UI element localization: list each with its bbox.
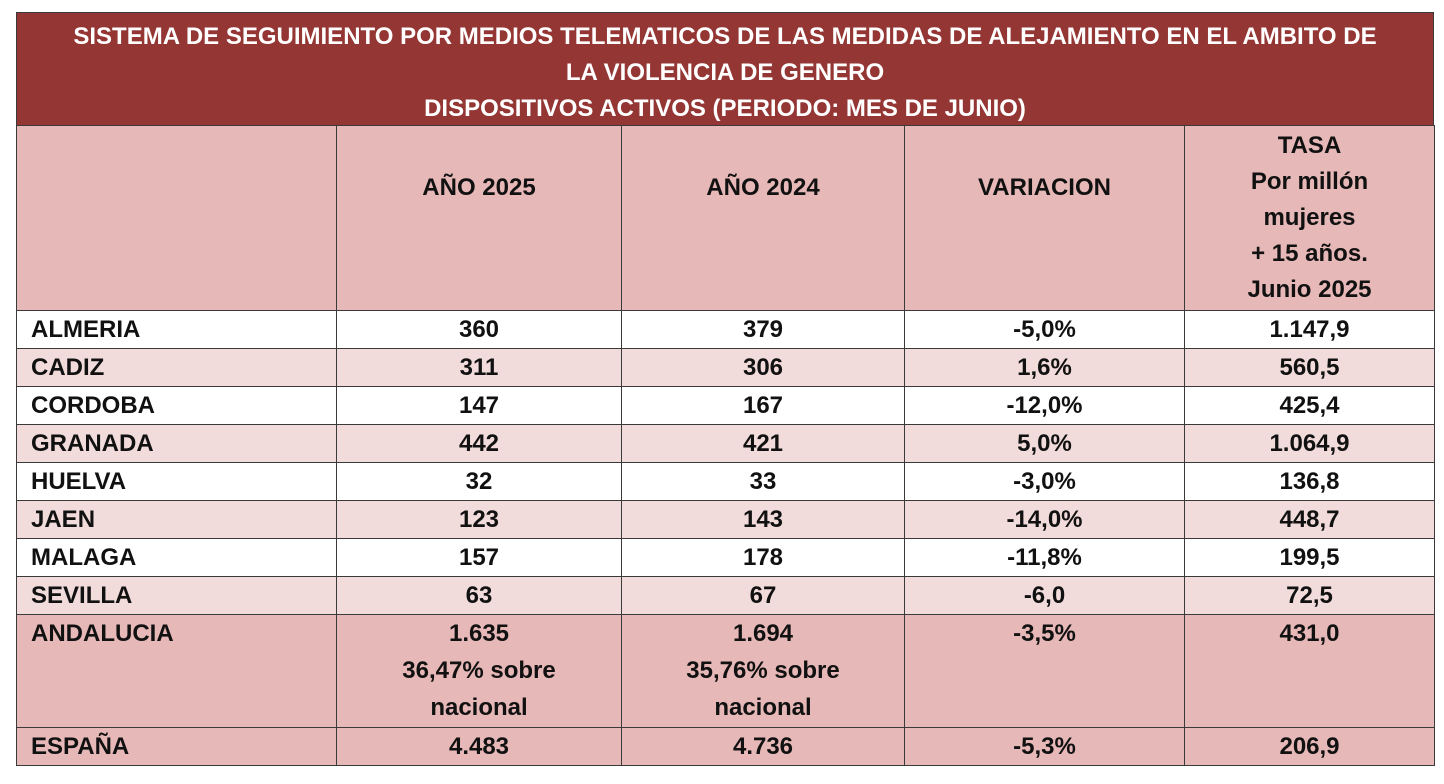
province-name: SEVILLA — [16, 576, 337, 615]
table-row: SEVILLA 63 67 -6,0 72,5 — [16, 576, 1435, 615]
andalucia-2024-share-suffix: nacional — [714, 694, 812, 721]
province-name: ALMERIA — [16, 310, 337, 349]
espana-variacion: -5,3% — [904, 727, 1185, 766]
province-name: CORDOBA — [16, 386, 337, 425]
table-row: MALAGA 157 178 -11,8% 199,5 — [16, 538, 1435, 577]
table-row: CADIZ 311 306 1,6% 560,5 — [16, 348, 1435, 387]
value-2024: 178 — [621, 538, 905, 577]
value-variacion: -3,0% — [904, 462, 1185, 501]
value-2025: 157 — [336, 538, 622, 577]
value-2024: 67 — [621, 576, 905, 615]
andalucia-variacion: -3,5% — [904, 614, 1185, 728]
province-name: CADIZ — [16, 348, 337, 387]
value-variacion: -12,0% — [904, 386, 1185, 425]
header-tasa: TASA Por millón mujeres + 15 años. Junio… — [1184, 125, 1435, 311]
province-name: HUELVA — [16, 462, 337, 501]
tasa-line: TASA — [1277, 132, 1342, 159]
value-2024: 33 — [621, 462, 905, 501]
espana-row: ESPAÑA 4.483 4.736 -5,3% 206,9 — [16, 727, 1435, 766]
value-tasa: 1.064,9 — [1184, 424, 1435, 463]
devices-table: AÑO 2025 AÑO 2024 VARIACION TASA Por mil… — [16, 125, 1435, 766]
header-variacion: VARIACION — [904, 125, 1185, 311]
andalucia-2024-share: 35,76% sobre — [686, 657, 840, 684]
value-2024: 306 — [621, 348, 905, 387]
header-2024: AÑO 2024 — [621, 125, 905, 311]
value-tasa: 448,7 — [1184, 500, 1435, 539]
province-name: MALAGA — [16, 538, 337, 577]
province-name: GRANADA — [16, 424, 337, 463]
value-2025: 311 — [336, 348, 622, 387]
table-row: JAEN 123 143 -14,0% 448,7 — [16, 500, 1435, 539]
value-variacion: -6,0 — [904, 576, 1185, 615]
title-line-2: LA VIOLENCIA DE GENERO — [565, 59, 885, 86]
value-2025: 147 — [336, 386, 622, 425]
value-variacion: 5,0% — [904, 424, 1185, 463]
value-2025: 123 — [336, 500, 622, 539]
report-title: SISTEMA DE SEGUIMIENTO POR MEDIOS TELEMA… — [16, 12, 1434, 125]
espana-2024: 4.736 — [621, 727, 905, 766]
table-row: GRANADA 442 421 5,0% 1.064,9 — [16, 424, 1435, 463]
value-variacion: -14,0% — [904, 500, 1185, 539]
table-row: HUELVA 32 33 -3,0% 136,8 — [16, 462, 1435, 501]
title-line-3: DISPOSITIVOS ACTIVOS (PERIODO: MES DE JU… — [424, 95, 1026, 122]
header-province — [16, 125, 337, 311]
value-2025: 442 — [336, 424, 622, 463]
tasa-line: Junio 2025 — [1247, 276, 1372, 303]
andalucia-2025-share: 36,47% sobre — [402, 657, 556, 684]
value-tasa: 72,5 — [1184, 576, 1435, 615]
value-tasa: 1.147,9 — [1184, 310, 1435, 349]
value-tasa: 199,5 — [1184, 538, 1435, 577]
value-2024: 421 — [621, 424, 905, 463]
value-variacion: -5,0% — [904, 310, 1185, 349]
value-tasa: 560,5 — [1184, 348, 1435, 387]
andalucia-row: ANDALUCIA 1.635 36,47% sobre nacional 1.… — [16, 614, 1435, 728]
andalucia-2024-value: 1.694 — [732, 620, 794, 647]
province-name: JAEN — [16, 500, 337, 539]
value-2025: 63 — [336, 576, 622, 615]
table-header-row: AÑO 2025 AÑO 2024 VARIACION TASA Por mil… — [16, 125, 1435, 311]
andalucia-2024: 1.694 35,76% sobre nacional — [621, 614, 905, 728]
espana-2025: 4.483 — [336, 727, 622, 766]
value-variacion: -11,8% — [904, 538, 1185, 577]
tasa-line: + 15 años. — [1251, 240, 1368, 267]
title-line-1: SISTEMA DE SEGUIMIENTO POR MEDIOS TELEMA… — [73, 23, 1377, 50]
value-2024: 379 — [621, 310, 905, 349]
espana-tasa: 206,9 — [1184, 727, 1435, 766]
value-tasa: 136,8 — [1184, 462, 1435, 501]
andalucia-2025: 1.635 36,47% sobre nacional — [336, 614, 622, 728]
table-row: ALMERIA 360 379 -5,0% 1.147,9 — [16, 310, 1435, 349]
table-row: CORDOBA 147 167 -12,0% 425,4 — [16, 386, 1435, 425]
report-panel: SISTEMA DE SEGUIMIENTO POR MEDIOS TELEMA… — [16, 12, 1435, 766]
value-variacion: 1,6% — [904, 348, 1185, 387]
value-2024: 143 — [621, 500, 905, 539]
andalucia-2025-value: 1.635 — [448, 620, 510, 647]
value-2025: 32 — [336, 462, 622, 501]
andalucia-tasa: 431,0 — [1184, 614, 1435, 728]
country-name: ESPAÑA — [16, 727, 337, 766]
region-name: ANDALUCIA — [16, 614, 337, 728]
value-2024: 167 — [621, 386, 905, 425]
andalucia-2025-share-suffix: nacional — [430, 694, 528, 721]
header-2025: AÑO 2025 — [336, 125, 622, 311]
value-tasa: 425,4 — [1184, 386, 1435, 425]
tasa-line: Por millón — [1250, 168, 1369, 195]
tasa-line: mujeres — [1263, 204, 1356, 231]
value-2025: 360 — [336, 310, 622, 349]
